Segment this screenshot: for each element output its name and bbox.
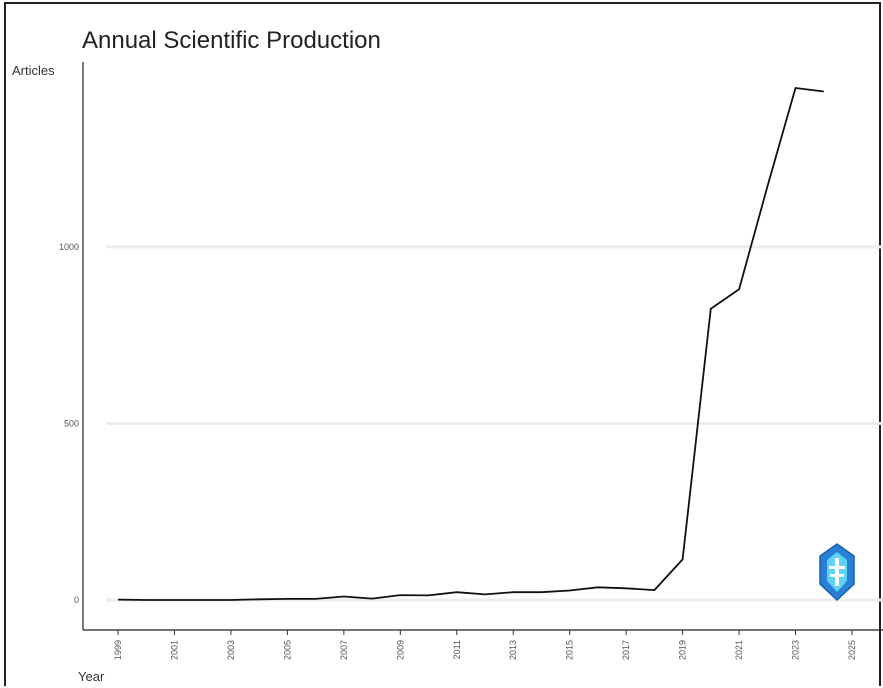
chart-title: Annual Scientific Production xyxy=(82,27,381,54)
x-tick-label: 2019 xyxy=(678,640,688,660)
x-tick-label: 2011 xyxy=(452,640,462,659)
x-tick-label: 1999 xyxy=(113,640,123,660)
x-tick-label: 2013 xyxy=(508,640,518,660)
chart-frame: Annual Scientific Production Articles Ye… xyxy=(4,2,883,686)
x-tick-label: 2025 xyxy=(847,640,857,660)
x-tick-label: 2005 xyxy=(282,640,292,660)
x-tick-label: 2021 xyxy=(734,640,744,660)
x-tick-label: 2015 xyxy=(565,640,575,660)
x-axis-label: Year xyxy=(78,669,105,684)
x-tick-label: 2023 xyxy=(791,640,801,660)
y-tick-label: 500 xyxy=(64,418,79,428)
shield-logo-icon xyxy=(819,543,855,602)
series-layer xyxy=(117,87,824,601)
x-tick-label: 2001 xyxy=(169,640,179,660)
tick-labels: 0 500 1000 1999 2001 2003 2005 2007 2009 2011 2013… xyxy=(59,242,857,660)
y-axis-label: Articles xyxy=(12,63,55,78)
series-line xyxy=(117,87,824,601)
y-tick-label: 0 xyxy=(74,595,79,605)
x-tick-label: 2003 xyxy=(226,640,236,660)
x-tick-label: 2017 xyxy=(621,640,631,660)
axes xyxy=(82,62,883,631)
chart: Annual Scientific Production Articles Ye… xyxy=(12,27,883,684)
x-tick-label: 2009 xyxy=(395,640,405,660)
y-tick-label: 1000 xyxy=(59,242,79,252)
gridlines xyxy=(106,245,883,602)
x-tick-label: 2007 xyxy=(339,640,349,660)
